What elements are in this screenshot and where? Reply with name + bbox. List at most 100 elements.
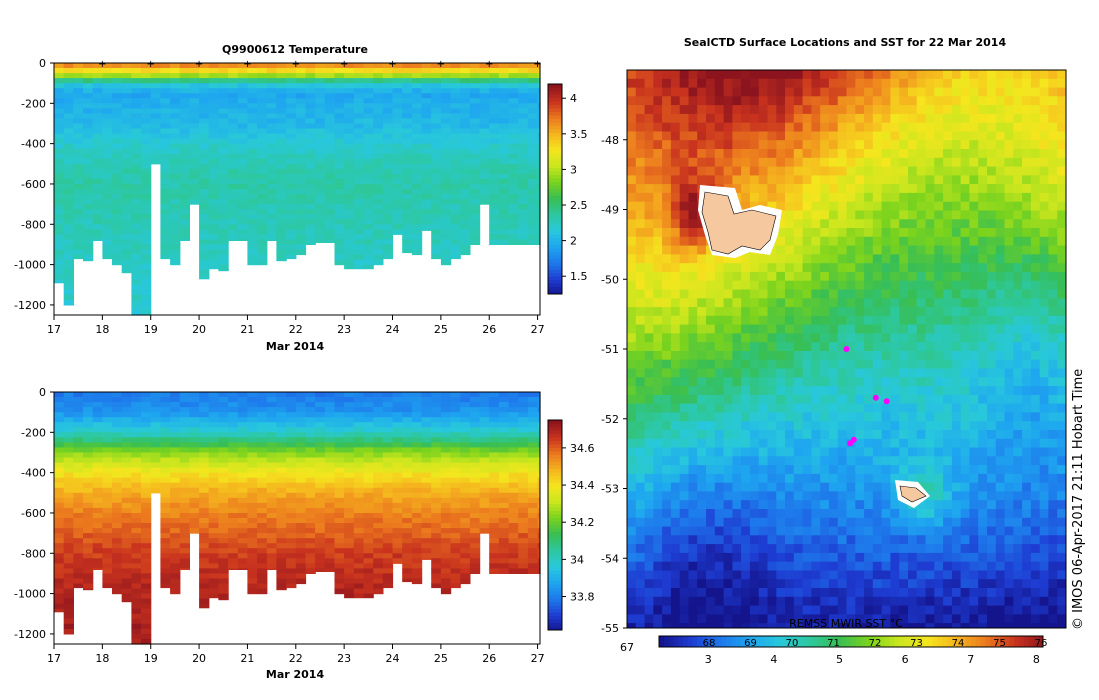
- section-cell: [179, 184, 190, 190]
- section-cell: [353, 219, 365, 225]
- section-cell: [276, 204, 287, 210]
- section-cell: [315, 148, 326, 155]
- section-cell: [160, 189, 171, 195]
- section-cell: [208, 264, 219, 270]
- section-cell: [199, 492, 210, 499]
- sst-cell: [785, 192, 795, 203]
- section-cell: [353, 462, 365, 469]
- sst-cell: [644, 149, 654, 159]
- section-cell: [479, 412, 490, 418]
- sst-cell: [899, 192, 909, 203]
- section-cell: [527, 437, 539, 443]
- section-cell: [237, 98, 249, 104]
- section-cell: [257, 523, 268, 529]
- section-cell: [305, 173, 316, 180]
- sst-cell: [1030, 105, 1041, 115]
- section-cell: [179, 103, 190, 109]
- section-cell: [199, 422, 210, 428]
- section-cell: [344, 568, 355, 574]
- section-cell: [460, 568, 471, 574]
- section-cell: [160, 209, 171, 215]
- sst-cell: [793, 184, 804, 194]
- section-cell: [54, 538, 65, 544]
- section-cell: [469, 113, 481, 119]
- section-cell: [295, 219, 307, 225]
- section-cell: [73, 507, 84, 514]
- sst-cell: [635, 70, 646, 80]
- section-cell: [228, 133, 239, 140]
- section-cell: [518, 163, 529, 170]
- section-cell: [228, 558, 239, 564]
- sst-cell: [767, 70, 777, 80]
- section-cell: [83, 78, 94, 84]
- section-cell: [305, 108, 316, 114]
- section-cell: [63, 628, 74, 635]
- section-cell: [218, 83, 229, 89]
- section-cell: [518, 184, 529, 190]
- section-cell: [121, 78, 132, 84]
- section-cell: [440, 214, 452, 220]
- section-cell: [54, 397, 65, 403]
- section-cell: [334, 407, 345, 413]
- section-cell: [421, 158, 432, 165]
- section-cell: [527, 163, 539, 170]
- section-cell: [131, 447, 142, 453]
- colorbar-swatch: [548, 430, 562, 435]
- section-cell: [527, 173, 539, 180]
- section-cell: [170, 502, 181, 509]
- section-cell: [334, 113, 345, 119]
- section-cell: [315, 133, 326, 140]
- section-cell: [63, 239, 74, 245]
- section-cell: [411, 209, 423, 215]
- sst-cell: [864, 201, 874, 211]
- sst-cell: [899, 78, 909, 89]
- section-cell: [498, 78, 510, 84]
- section-cell: [208, 472, 219, 479]
- section-cell: [479, 143, 490, 150]
- section-cell: [334, 513, 345, 519]
- colorbar-swatch: [548, 514, 562, 519]
- section-cell: [469, 108, 481, 114]
- section-cell: [334, 229, 345, 235]
- section-cell: [247, 548, 258, 554]
- section-cell: [141, 294, 152, 301]
- section-cell: [353, 543, 365, 549]
- section-cell: [363, 128, 374, 135]
- section-cell: [141, 507, 152, 514]
- section-cell: [63, 299, 74, 306]
- section-cell: [179, 563, 190, 569]
- section-cell: [518, 407, 529, 413]
- section-cell: [479, 113, 490, 119]
- section-cell: [131, 553, 142, 559]
- sst-cell: [820, 131, 830, 141]
- section-cell: [450, 244, 461, 250]
- sst-cell: [653, 149, 663, 159]
- section-cell: [73, 98, 84, 104]
- sst-cell: [802, 78, 812, 89]
- section-cell: [334, 392, 345, 398]
- sst-cell: [644, 210, 654, 220]
- section-cell: [450, 427, 461, 433]
- section-cell: [170, 219, 181, 225]
- sst-cell: [811, 210, 821, 220]
- section-cell: [112, 452, 123, 459]
- section-cell: [305, 447, 316, 453]
- section-cell: [431, 533, 442, 539]
- section-cell: [344, 402, 355, 408]
- section-cell: [179, 133, 190, 140]
- section-cell: [83, 83, 94, 89]
- section-cell: [160, 224, 171, 230]
- section-cell: [411, 173, 423, 180]
- section-cell: [102, 173, 113, 180]
- sst-cell: [706, 113, 716, 124]
- section-cell: [83, 568, 94, 574]
- section-cell: [421, 108, 432, 114]
- section-cell: [286, 467, 297, 474]
- section-cell: [440, 523, 452, 529]
- section-cell: [334, 219, 345, 225]
- section-cell: [286, 422, 297, 428]
- section-cell: [141, 279, 152, 286]
- sst-cell: [802, 113, 812, 124]
- section-cell: [440, 103, 452, 109]
- colorbar-swatch: [548, 469, 562, 473]
